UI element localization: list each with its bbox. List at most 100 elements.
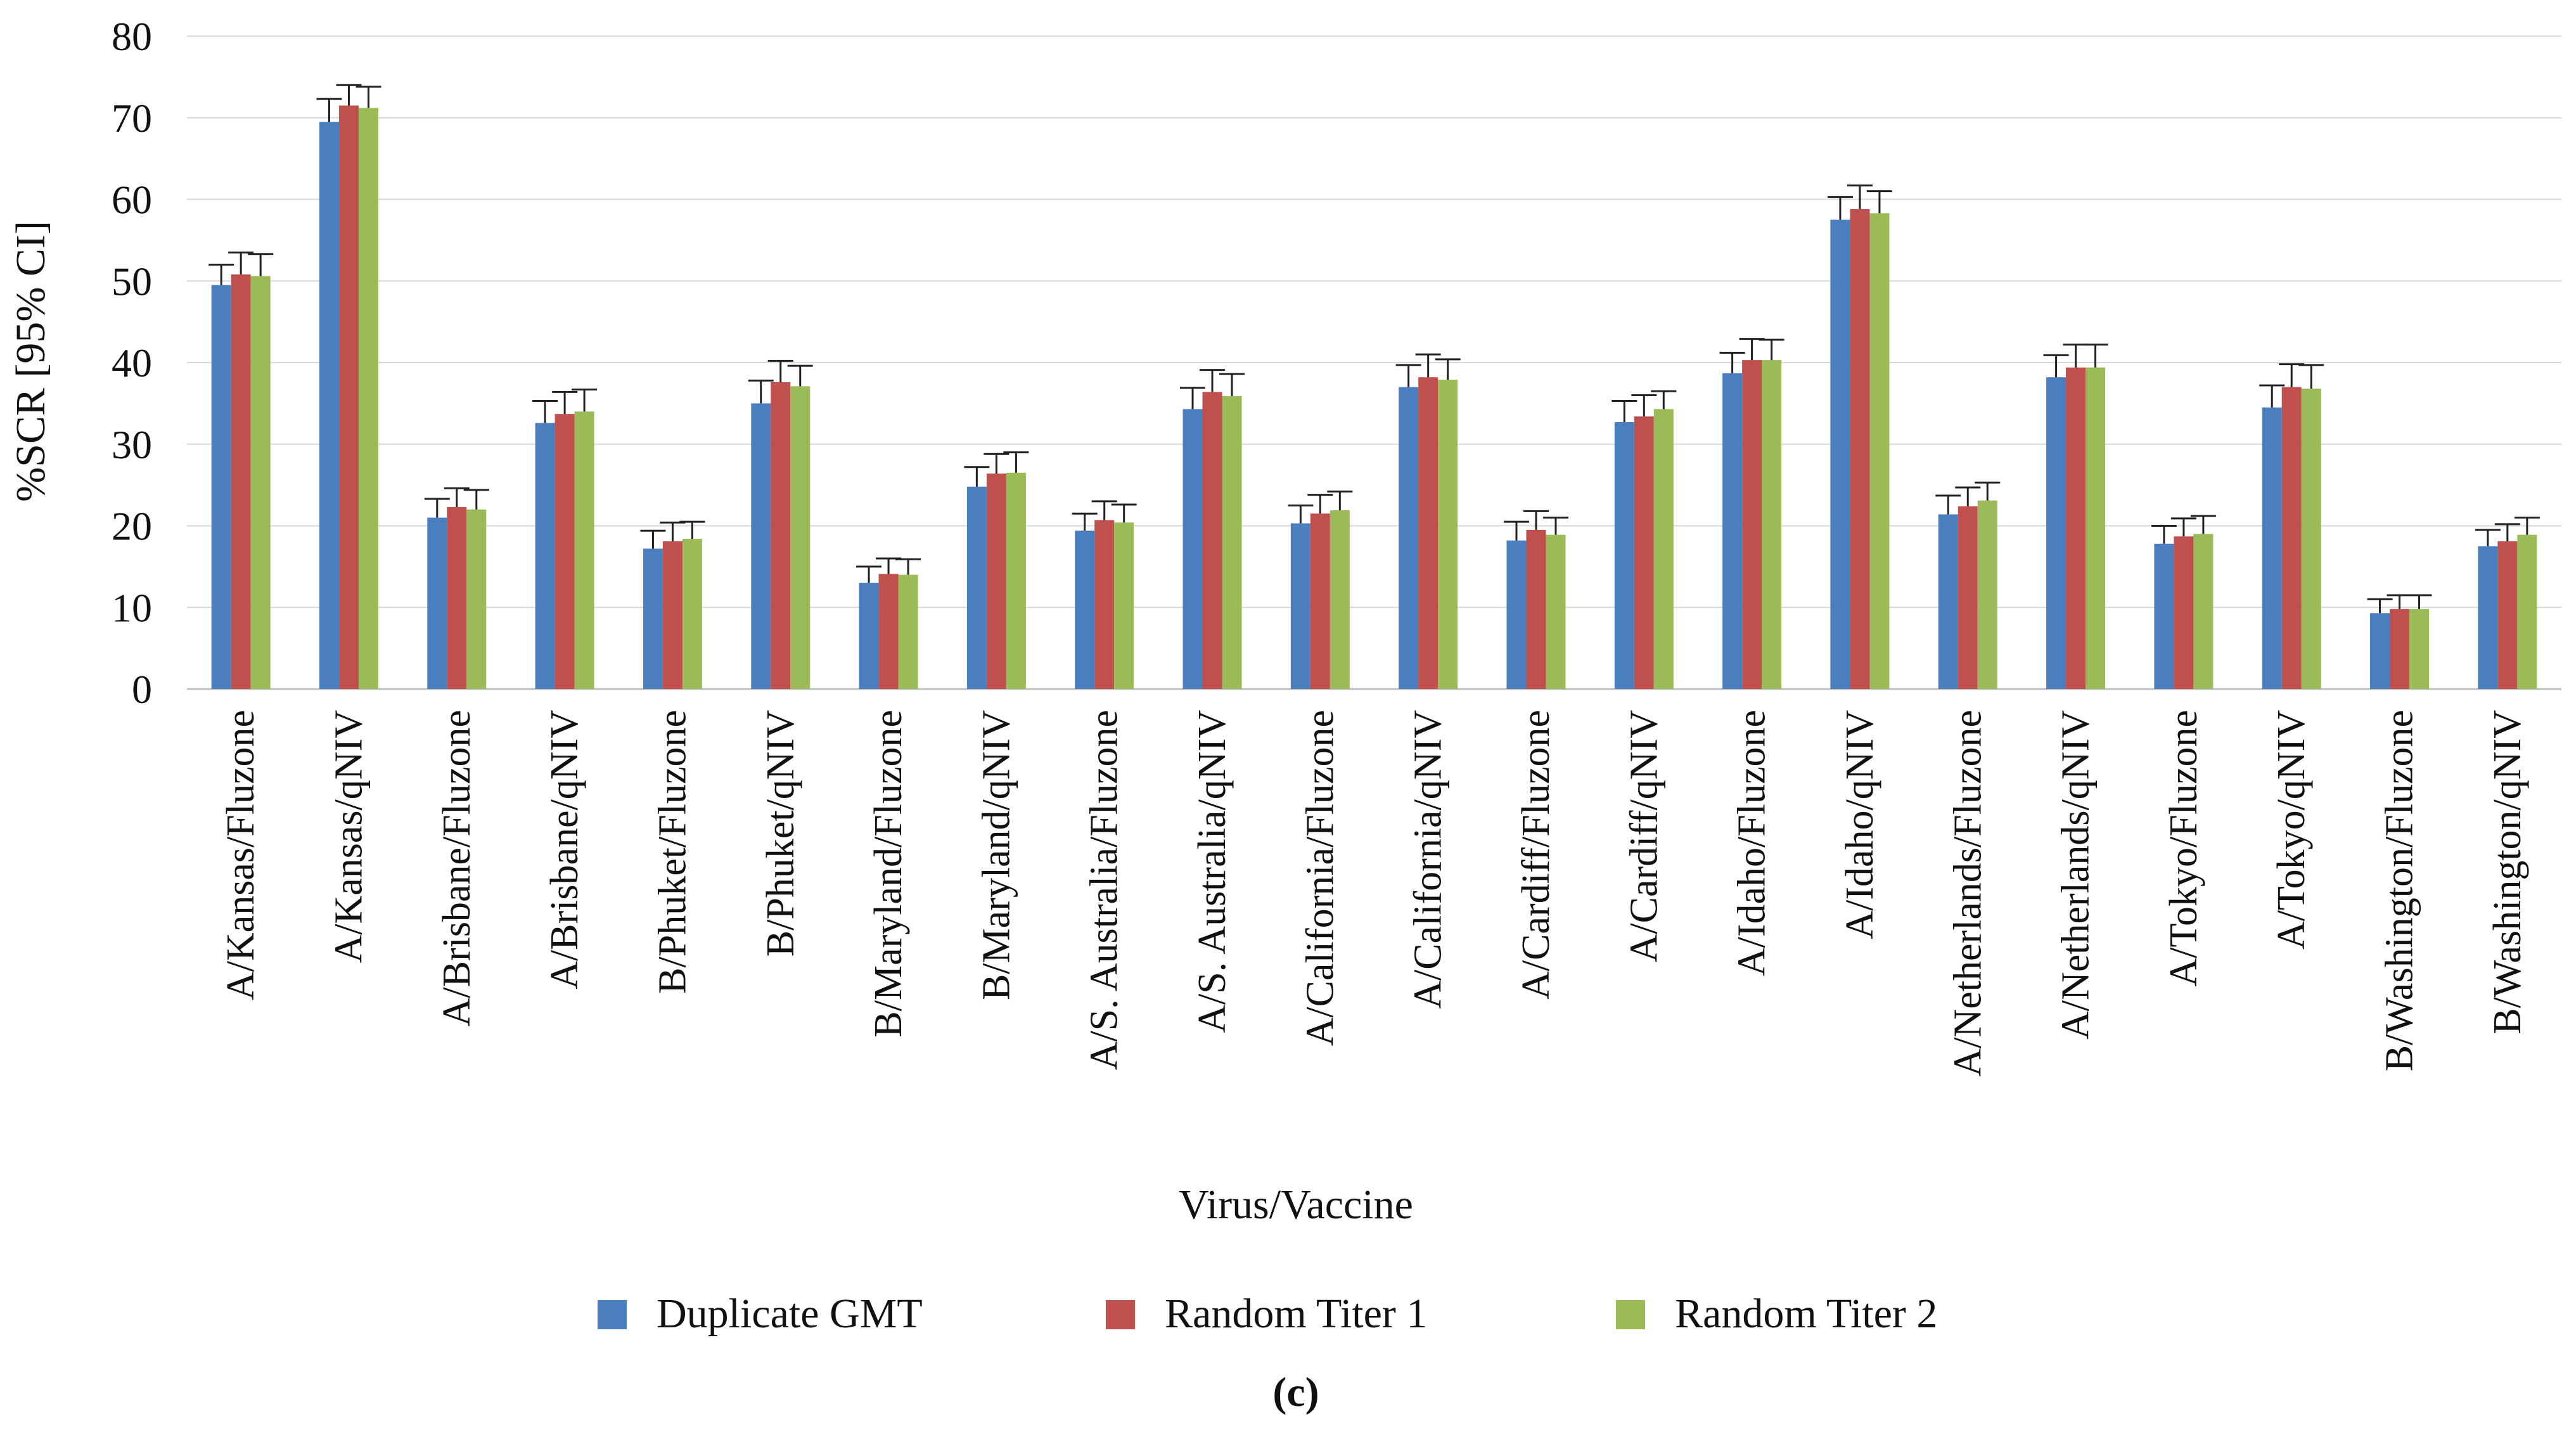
bar (338, 105, 359, 689)
bar (790, 386, 811, 689)
x-tick-label: A/Brisbane/qNIV (543, 710, 586, 989)
y-tick-label: 60 (112, 177, 152, 222)
bar (2066, 367, 2086, 689)
x-tick-label: A/Tokyo/Fluzone (2162, 710, 2205, 987)
bar (231, 274, 251, 689)
bar (319, 122, 339, 689)
y-axis-ticks: 0 10 20 30 40 50 60 70 80 (112, 14, 152, 712)
bar (1653, 409, 1674, 689)
bar (771, 382, 791, 689)
bar (2390, 609, 2410, 689)
bar (1290, 523, 1310, 689)
bar (1222, 396, 1242, 689)
x-tick-label: B/Washington/Fluzone (2378, 710, 2421, 1071)
bar (1506, 540, 1527, 689)
bar (682, 539, 702, 689)
bar (1310, 513, 1330, 689)
y-tick-label: 0 (132, 667, 152, 712)
bar (986, 474, 1006, 689)
legend-label: Random Titer 1 (1165, 1291, 1427, 1337)
bar (1722, 373, 1743, 689)
x-tick-label: A/S. Australia/qNIV (1191, 710, 1234, 1033)
x-tick-label: A/S. Australia/Fluzone (1083, 710, 1126, 1070)
x-tick-label: B/Phuket/qNIV (759, 710, 802, 957)
x-tick-label: A/Idaho/qNIV (1838, 710, 1881, 939)
bar (1938, 514, 1958, 689)
bar (554, 414, 575, 689)
x-tick-label: A/Cardiff/qNIV (1622, 710, 1665, 963)
bar (2517, 534, 2537, 689)
bar (1546, 534, 1566, 689)
x-tick-label: B/Washington/qNIV (2486, 710, 2529, 1034)
bar (2497, 541, 2518, 689)
bar (574, 411, 594, 689)
x-tick-label: A/California/Fluzone (1298, 710, 1342, 1046)
bar (878, 574, 899, 689)
bar (1094, 520, 1115, 689)
bar (1742, 360, 1762, 689)
bar (427, 517, 447, 689)
legend: Duplicate GMT Random Titer 1 Random Titer … (598, 1291, 1937, 1337)
x-tick-label: B/Phuket/Fluzone (651, 710, 694, 994)
x-tick-label: A/Cardiff/Fluzone (1515, 710, 1558, 1000)
x-tick-label: A/Idaho/Fluzone (1731, 710, 1774, 976)
x-axis-ticks: A/Kansas/Fluzone A/Kansas/qNIV A/Brisbane/… (219, 710, 2529, 1077)
bar (2193, 534, 2214, 689)
bar (2046, 377, 2067, 689)
bar (2262, 407, 2282, 689)
y-tick-label: 40 (112, 340, 152, 385)
x-tick-label: A/Netherlands/Fluzone (1946, 710, 1989, 1077)
legend-swatch (1106, 1300, 1135, 1329)
x-tick-label: A/Kansas/qNIV (327, 710, 370, 963)
bar (1182, 409, 1203, 689)
y-tick-label: 50 (112, 259, 152, 304)
legend-label: Random Titer 2 (1675, 1291, 1937, 1337)
y-tick-label: 70 (112, 96, 152, 141)
bar (358, 108, 378, 690)
bar (2478, 546, 2498, 689)
bar (898, 574, 918, 689)
y-axis-label: %SCR [95% CI] (8, 221, 54, 502)
x-tick-label: A/Kansas/Fluzone (219, 710, 262, 1000)
bar (1958, 506, 1978, 689)
bar (1850, 209, 1870, 689)
x-tick-label: A/Netherlands/qNIV (2054, 710, 2098, 1040)
bar (2086, 367, 2106, 689)
legend-label: Duplicate GMT (657, 1291, 923, 1337)
bar (2174, 536, 2194, 689)
y-tick-label: 20 (112, 504, 152, 549)
bar (535, 423, 555, 689)
bar (447, 506, 467, 689)
x-tick-label: A/Tokyo/qNIV (2270, 710, 2313, 950)
bar (1977, 500, 1997, 689)
bar (1438, 380, 1458, 689)
bar (859, 583, 879, 689)
bar (1830, 219, 1850, 689)
bar (1202, 392, 1222, 689)
bar (1762, 360, 1782, 689)
x-tick-label: A/Brisbane/Fluzone (435, 710, 478, 1026)
y-tick-label: 10 (112, 585, 152, 630)
bar (662, 541, 682, 689)
bar (466, 509, 487, 689)
y-tick-label: 80 (112, 14, 152, 59)
y-tick-label: 30 (112, 422, 152, 467)
bars (208, 84, 2540, 690)
x-tick-label: B/Maryland/qNIV (975, 710, 1018, 1000)
bar (1418, 377, 1439, 689)
bar (2409, 609, 2430, 689)
bar (1399, 387, 1419, 689)
bar (751, 403, 771, 689)
bar (1614, 422, 1634, 689)
bar (211, 285, 231, 689)
bar (1526, 529, 1546, 689)
legend-swatch (1616, 1300, 1645, 1329)
bar (1114, 522, 1134, 689)
bar (2281, 387, 2302, 689)
x-tick-label: B/Maryland/Fluzone (867, 710, 910, 1038)
bar (1330, 510, 1350, 689)
bar (1006, 472, 1026, 689)
x-tick-label: A/California/qNIV (1407, 710, 1450, 1009)
bar (1869, 213, 1890, 689)
